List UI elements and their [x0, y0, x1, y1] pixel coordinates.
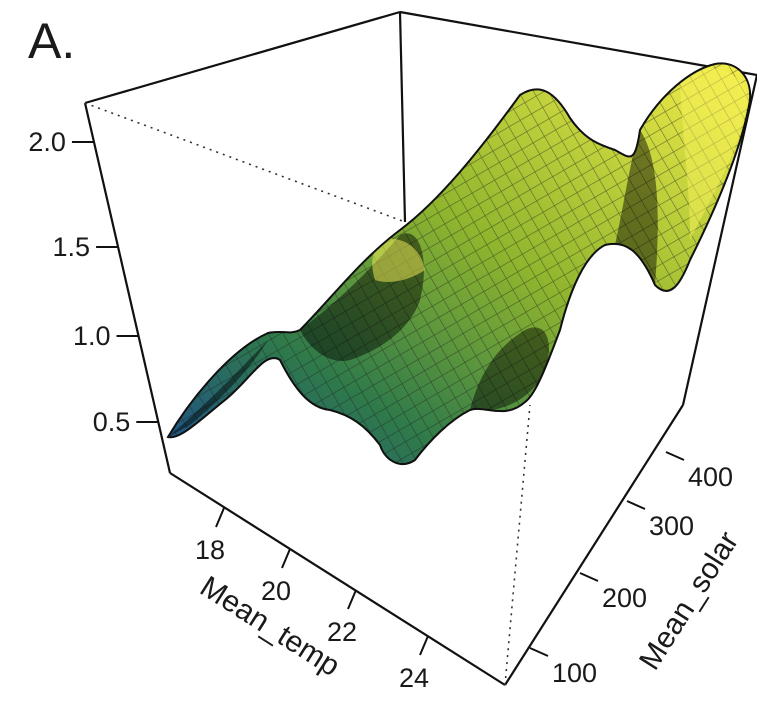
- y-tick-label: 200: [602, 583, 647, 613]
- y-tick-label: 400: [688, 462, 733, 492]
- hidden-edge-top: [85, 103, 405, 222]
- surface-mesh: [160, 55, 757, 475]
- z-tick-label: 0.5: [93, 407, 131, 437]
- x-tick-label: 22: [327, 617, 357, 647]
- x-tick-mark: [216, 508, 224, 527]
- y-axis-title: Mean_solar: [633, 526, 745, 676]
- hidden-edge-front-vertical: [505, 405, 530, 685]
- x-tick-mark: [348, 590, 356, 609]
- y-tick-mark: [627, 501, 645, 509]
- x-tick-mark: [282, 549, 290, 568]
- x-tick-label: 18: [195, 535, 225, 565]
- y-tick-label: 100: [552, 658, 597, 688]
- z-tick-label: 2.0: [28, 127, 66, 157]
- y-tick-mark: [580, 573, 598, 581]
- surface-grid: [160, 55, 757, 475]
- box-edge-back-vertical: [400, 12, 405, 222]
- box-edge-top-left: [85, 12, 400, 103]
- y-tick-mark: [666, 452, 684, 460]
- z-axis: 0.5 1.0 1.5 2.0: [28, 127, 158, 437]
- x-tick-label: 24: [399, 663, 429, 693]
- box-edge-top-right: [400, 12, 757, 75]
- z-tick-label: 1.5: [53, 232, 91, 262]
- surface-highlight: [680, 67, 748, 240]
- y-tick-mark: [530, 648, 548, 656]
- z-tick-label: 1.0: [73, 321, 111, 351]
- x-tick-mark: [420, 636, 428, 655]
- y-tick-label: 300: [649, 511, 694, 541]
- panel-label: A.: [28, 13, 75, 69]
- x-tick-label: 20: [261, 576, 291, 606]
